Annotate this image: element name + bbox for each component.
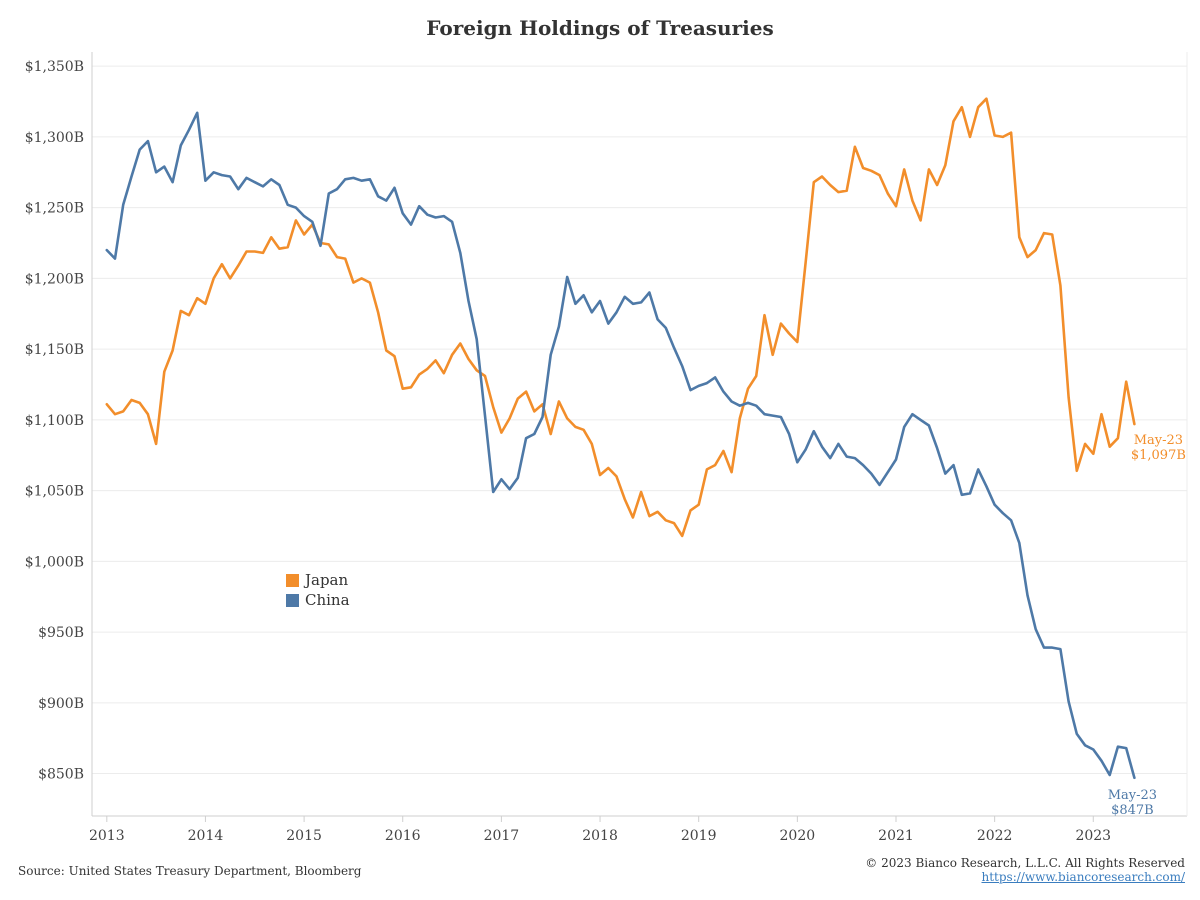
end-label-china-value: $847B xyxy=(1111,803,1154,818)
legend-label-japan: Japan xyxy=(305,571,349,589)
y-tick-label: $950B xyxy=(38,625,84,641)
x-tick-label: 2021 xyxy=(878,828,914,844)
grid-layer xyxy=(92,65,1187,775)
x-tick-label: 2018 xyxy=(582,828,618,844)
y-tick-label: $1,050B xyxy=(25,484,84,500)
y-tick-label: $1,100B xyxy=(25,413,84,429)
x-tick-label: 2019 xyxy=(681,828,717,844)
series-line-japan xyxy=(105,97,1136,538)
legend: Japan China xyxy=(286,570,350,610)
y-tick-label: $1,250B xyxy=(25,201,84,217)
legend-item-japan: Japan xyxy=(286,570,350,590)
website-link[interactable]: https://www.biancoresearch.com/ xyxy=(981,870,1185,884)
end-label-japan-value: $1,097B xyxy=(1131,448,1186,463)
y-tick-label: $1,300B xyxy=(25,130,84,146)
y-tick-label: $1,350B xyxy=(25,59,84,75)
series-line-china xyxy=(105,111,1136,780)
x-tick-label: 2022 xyxy=(977,828,1013,844)
series-layer xyxy=(105,97,1136,780)
y-tick-label: $850B xyxy=(38,767,84,783)
x-tick-label: 2015 xyxy=(286,828,322,844)
legend-swatch-japan xyxy=(286,573,299,587)
end-label-japan-date: May-23 xyxy=(1134,433,1183,448)
copyright-note: © 2023 Bianco Research, L.L.C. All Right… xyxy=(865,856,1185,870)
source-note: Source: United States Treasury Departmen… xyxy=(18,864,362,878)
x-tick-label: 2017 xyxy=(484,828,520,844)
chart-title: Foreign Holdings of Treasuries xyxy=(426,16,774,40)
y-tick-label: $900B xyxy=(38,696,84,712)
x-tick-label: 2013 xyxy=(89,828,125,844)
x-tick-label: 2020 xyxy=(780,828,816,844)
y-tick-label: $1,200B xyxy=(25,271,84,287)
axis-layer: $850B $900B $950B $1,000B $1,050B $1,100B $1,1… xyxy=(25,52,1188,844)
y-tick-label: $1,000B xyxy=(25,554,84,570)
legend-label-china: China xyxy=(305,591,350,609)
legend-item-china: China xyxy=(286,590,350,610)
end-label-china-date: May-23 xyxy=(1108,788,1157,803)
y-tick-label: $1,150B xyxy=(25,342,84,358)
x-tick-label: 2023 xyxy=(1075,828,1111,844)
x-tick-label: 2016 xyxy=(385,828,421,844)
x-tick-label: 2014 xyxy=(188,828,224,844)
legend-swatch-china xyxy=(286,593,299,607)
